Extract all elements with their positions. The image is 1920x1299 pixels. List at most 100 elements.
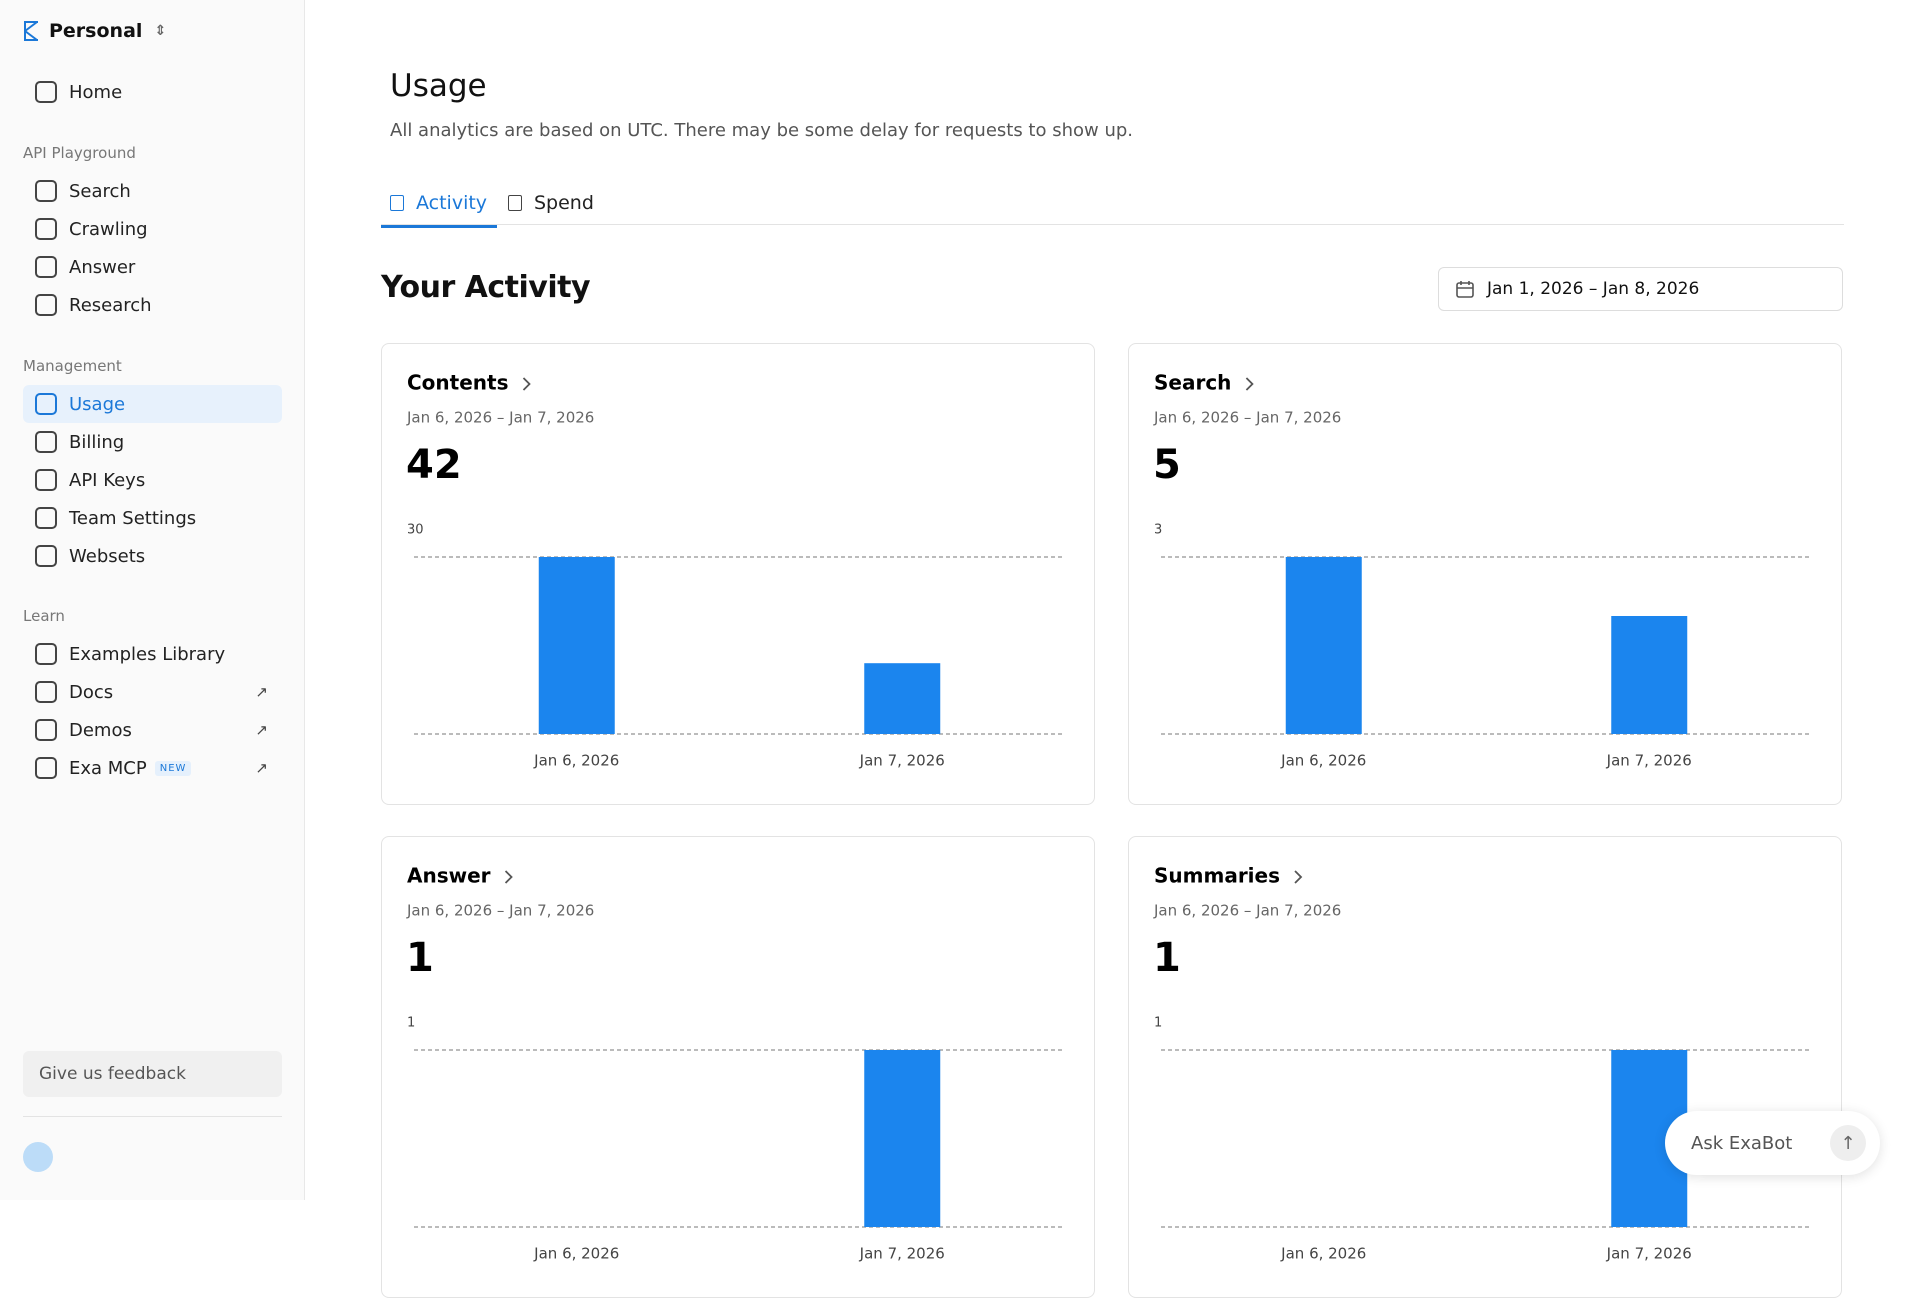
nav-icon bbox=[35, 294, 57, 316]
nav-badge: NEW bbox=[154, 760, 192, 776]
nav-label: API Keys bbox=[69, 469, 146, 491]
chevron-icon bbox=[504, 870, 513, 884]
x-tick-label: Jan 6, 2026 bbox=[533, 752, 619, 770]
calendar-icon bbox=[1456, 281, 1474, 298]
x-tick-label: Jan 6, 2026 bbox=[1280, 752, 1366, 770]
nav-label: Docs bbox=[69, 681, 114, 703]
nav-item[interactable]: Answer bbox=[23, 248, 282, 286]
tab[interactable]: Spend bbox=[508, 192, 594, 214]
x-tick-label: Jan 6, 2026 bbox=[1280, 1245, 1366, 1263]
external-icon: ↗ bbox=[255, 721, 268, 739]
nav-icon bbox=[35, 507, 57, 529]
page: Personal ⇕ Home API Playground Search Craw… bbox=[22, 0, 1880, 1298]
logo bbox=[24, 21, 38, 41]
date-picker[interactable]: Jan 1, 2026 – Jan 8, 2026 bbox=[1438, 267, 1843, 311]
nav-section-label: API Playground bbox=[23, 144, 136, 162]
nav-item[interactable]: API Keys bbox=[23, 461, 282, 499]
nav-icon bbox=[35, 719, 57, 741]
y-tick-label: 1 bbox=[1154, 1016, 1162, 1031]
nav-section-label: Learn bbox=[23, 607, 65, 625]
nav-label: Answer bbox=[69, 256, 136, 278]
nav-item[interactable]: Billing bbox=[23, 423, 282, 461]
nav-label: Exa MCP bbox=[69, 757, 147, 779]
nav-icon bbox=[35, 757, 57, 779]
section-title: Your Activity bbox=[381, 270, 591, 305]
nav-label: Usage bbox=[69, 393, 126, 415]
nav-item[interactable]: Docs ↗ bbox=[23, 673, 282, 711]
nav-item[interactable]: Team Settings bbox=[23, 499, 282, 537]
send-button[interactable]: ↑ bbox=[1830, 1125, 1866, 1161]
nav-icon bbox=[35, 180, 57, 202]
nav-item[interactable]: Home bbox=[23, 73, 282, 111]
nav-icon bbox=[35, 681, 57, 703]
external-icon: ↗ bbox=[255, 759, 268, 777]
nav-label: Crawling bbox=[69, 218, 148, 240]
nav-label: Home bbox=[69, 81, 123, 103]
bar bbox=[864, 1050, 941, 1227]
chevron-icon bbox=[1245, 377, 1254, 391]
nav-item[interactable]: Websets bbox=[23, 537, 282, 575]
tab-rule bbox=[381, 224, 1844, 225]
y-tick-label: 1 bbox=[407, 1016, 415, 1031]
bar bbox=[1285, 557, 1362, 734]
nav-icon bbox=[35, 256, 57, 278]
nav-icon bbox=[35, 545, 57, 567]
chevron-icon bbox=[1294, 870, 1303, 884]
date-range: Jan 1, 2026 – Jan 8, 2026 bbox=[1487, 279, 1700, 299]
tab-label: Spend bbox=[534, 192, 594, 214]
avatar[interactable] bbox=[23, 1142, 53, 1172]
nav-item[interactable]: Usage bbox=[23, 385, 282, 423]
bar bbox=[864, 663, 941, 734]
nav-section-label: Management bbox=[23, 357, 122, 375]
card-date-range: Jan 6, 2026 – Jan 7, 2026 bbox=[406, 902, 594, 920]
nav-icon bbox=[35, 469, 57, 491]
bar-chart: Search Jan 6, 2026 – Jan 7, 2026 5 3 Jan 6, … bbox=[1153, 371, 1812, 770]
bar-chart: Contents Jan 6, 2026 – Jan 7, 2026 42 30 Jan… bbox=[406, 371, 1065, 770]
chat-placeholder: Ask ExaBot bbox=[1691, 1132, 1793, 1154]
x-tick-label: Jan 7, 2026 bbox=[1606, 1245, 1692, 1263]
y-tick-label: 3 bbox=[1154, 523, 1162, 538]
card-total: 1 bbox=[1153, 935, 1181, 981]
tab-icon bbox=[390, 195, 404, 211]
nav-item[interactable]: Demos ↗ bbox=[23, 711, 282, 749]
nav-item[interactable]: Crawling bbox=[23, 210, 282, 248]
usage-card[interactable]: Search Jan 6, 2026 – Jan 7, 2026 5 3 Jan 6, … bbox=[1128, 343, 1842, 805]
nav-icon bbox=[35, 393, 57, 415]
nav-label: Examples Library bbox=[69, 643, 226, 665]
card-total: 42 bbox=[406, 442, 462, 488]
chat-input[interactable]: Ask ExaBot ↑ bbox=[1665, 1111, 1880, 1175]
usage-card[interactable]: Summaries Jan 6, 2026 – Jan 7, 2026 1 1 Jan … bbox=[1128, 836, 1842, 1298]
nav-item[interactable]: Examples Library bbox=[23, 635, 282, 673]
bar bbox=[1611, 616, 1688, 734]
x-tick-label: Jan 7, 2026 bbox=[859, 752, 945, 770]
tab-label: Activity bbox=[416, 192, 488, 214]
page-subtitle: All analytics are based on UTC. There ma… bbox=[390, 120, 1134, 141]
workspace-switcher[interactable]: Personal ⇕ bbox=[22, 20, 166, 42]
x-tick-label: Jan 7, 2026 bbox=[859, 1245, 945, 1263]
feedback-label: Give us feedback bbox=[39, 1064, 186, 1084]
external-icon: ↗ bbox=[255, 683, 268, 701]
card-title: Answer bbox=[407, 864, 491, 888]
chevron: ⇕ bbox=[154, 23, 167, 39]
nav-item[interactable]: Research bbox=[23, 286, 282, 324]
y-tick-label: 30 bbox=[407, 523, 424, 538]
usage-card[interactable]: Contents Jan 6, 2026 – Jan 7, 2026 42 30 Jan… bbox=[381, 343, 1095, 805]
nav-label: Research bbox=[69, 294, 152, 316]
page-title: Usage bbox=[390, 68, 487, 104]
nav-item[interactable]: Exa MCP NEW ↗ bbox=[23, 749, 282, 787]
divider bbox=[23, 1116, 282, 1117]
nav-label: Websets bbox=[69, 545, 146, 567]
usage-card[interactable]: Answer Jan 6, 2026 – Jan 7, 2026 1 1 Jan 6, … bbox=[381, 836, 1095, 1298]
nav-item[interactable]: Search bbox=[23, 172, 282, 210]
card-total: 5 bbox=[1153, 442, 1181, 488]
nav-label: Team Settings bbox=[69, 507, 197, 529]
card-title: Contents bbox=[407, 371, 508, 395]
workspace-name: Personal bbox=[49, 20, 143, 42]
tab[interactable]: Activity bbox=[381, 192, 498, 228]
nav-icon bbox=[35, 218, 57, 240]
bar-chart: Answer Jan 6, 2026 – Jan 7, 2026 1 1 Jan 6, … bbox=[406, 864, 1065, 1263]
card-title: Summaries bbox=[1154, 864, 1280, 888]
feedback-button[interactable]: Give us feedback bbox=[23, 1051, 282, 1097]
card-date-range: Jan 6, 2026 – Jan 7, 2026 bbox=[1153, 902, 1341, 920]
bar bbox=[538, 557, 615, 734]
